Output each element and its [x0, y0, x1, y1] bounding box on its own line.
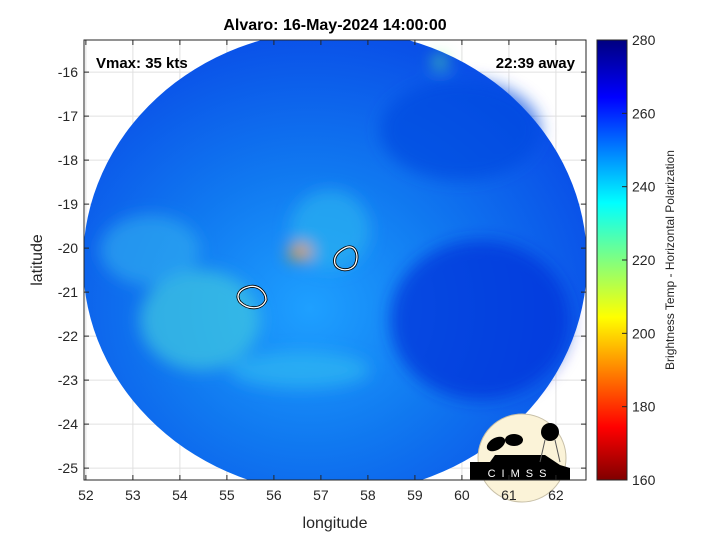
y-tick-label: -16	[58, 64, 78, 80]
y-tick-label: -17	[58, 108, 78, 124]
x-tick-label: 62	[548, 487, 564, 503]
y-tick-label: -21	[58, 284, 78, 300]
x-tick-label: 56	[266, 487, 282, 503]
y-tick-label: -19	[58, 196, 78, 212]
colorbar-tick-label: 200	[632, 325, 656, 341]
x-tick-label: 54	[172, 487, 188, 503]
y-tick-label: -18	[58, 152, 78, 168]
colorbar-tick-label: 260	[632, 105, 656, 121]
x-tick-label: 60	[454, 487, 470, 503]
colorbar-tick-label: 160	[632, 472, 656, 488]
x-tick-label: 61	[501, 487, 517, 503]
y-tick-label: -24	[58, 416, 78, 432]
colorbar-tick-label: 180	[632, 399, 656, 415]
vmax-annotation: Vmax: 35 kts	[96, 55, 188, 72]
x-axis-label: longitude	[303, 515, 368, 532]
y-tick-label: -20	[58, 240, 78, 256]
x-tick-label: 53	[125, 487, 141, 503]
colorbar-ticks: 160 180 200 220 240 260 280	[622, 32, 656, 488]
x-tick-label: 55	[219, 487, 235, 503]
y-tick-label: -25	[58, 460, 78, 476]
x-tick-label: 52	[78, 487, 94, 503]
y-tick-label: -23	[58, 372, 78, 388]
colorbar-label: Brightness Temp - Horizontal Polarizatio…	[663, 150, 677, 370]
colorbar-tick-label: 240	[632, 179, 656, 195]
swath	[84, 40, 586, 480]
colorbar-tick-label: 280	[632, 32, 656, 48]
x-tick-label: 58	[360, 487, 376, 503]
x-tick-label: 59	[407, 487, 423, 503]
colorbar-tick-label: 220	[632, 252, 656, 268]
chart-title: Alvaro: 16-May-2024 14:00:00	[223, 17, 446, 34]
y-tick-label: -22	[58, 328, 78, 344]
logo-text: CIMSS	[488, 468, 553, 480]
x-tick-label: 57	[313, 487, 329, 503]
axes-frame	[83, 39, 587, 481]
y-axis-label: latitude	[29, 234, 46, 286]
ticks: 52 53 54 55 56 57 58 59 60 61 62 -16 -17 -18 -19 -20 -21…	[58, 40, 586, 503]
away-annotation: 22:39 away	[496, 55, 576, 72]
